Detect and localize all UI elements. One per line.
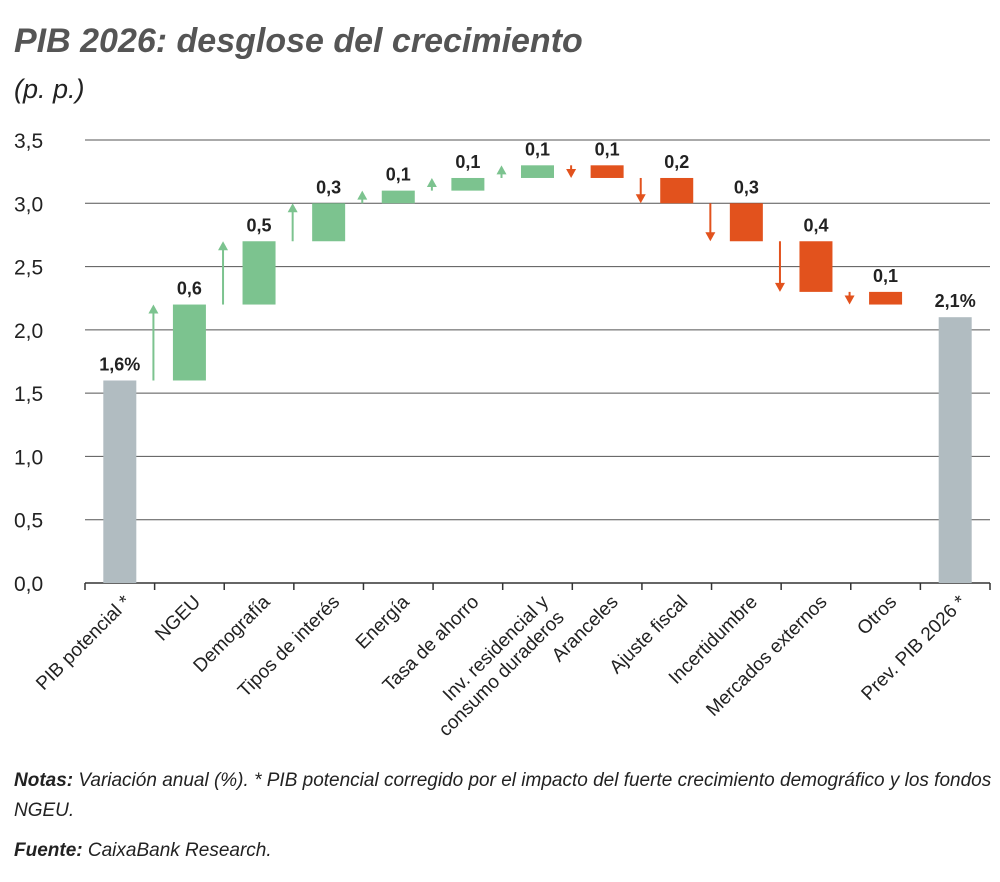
x-tick-label: Inv. residencial yconsumo duraderos	[419, 591, 569, 741]
y-tick-label: 2,0	[14, 320, 43, 343]
arrow	[357, 190, 368, 204]
value-label: 2,1%	[935, 291, 976, 311]
value-label: 0,2	[664, 152, 689, 172]
arrow-head	[635, 194, 646, 204]
notes-text: Variación anual (%). * PIB potencial cor…	[14, 770, 992, 821]
bar	[799, 241, 833, 292]
arrow-head	[426, 177, 437, 187]
chart: PIB 2026: desglose del crecimiento (p. p…	[14, 22, 991, 741]
source-label: Fuente:	[14, 840, 83, 861]
value-label: 1,6%	[99, 354, 140, 374]
bar	[869, 291, 903, 305]
source: Fuente: CaixaBank Research.	[14, 836, 994, 866]
arrow	[566, 165, 577, 178]
arrow-head	[774, 282, 785, 292]
source-text: CaixaBank Research.	[87, 840, 272, 861]
y-tick-label: 1,0	[14, 446, 43, 469]
x-tick-label: PIB potencial *	[32, 591, 135, 694]
y-tick-label: 1,5	[14, 383, 43, 406]
notes-label: Notas:	[14, 770, 74, 791]
arrow-head	[148, 304, 159, 314]
bar	[242, 241, 276, 305]
arrow	[426, 177, 437, 191]
bar	[451, 177, 485, 191]
bar	[938, 317, 972, 583]
arrow	[218, 241, 229, 305]
chart-title: PIB 2026: desglose del crecimiento	[14, 22, 583, 60]
bar	[103, 380, 137, 583]
bar	[590, 165, 624, 178]
bar	[172, 304, 206, 381]
bar	[660, 177, 694, 204]
bar	[521, 165, 554, 178]
y-tick-label: 2,5	[14, 257, 43, 280]
value-label: 0,6	[177, 279, 202, 299]
y-tick-label: 0,0	[14, 573, 43, 596]
notes: Notas: Variación anual (%). * PIB potenc…	[14, 766, 994, 826]
arrow-head	[496, 165, 507, 175]
value-label: 0,3	[734, 177, 759, 197]
arrow-head	[705, 232, 716, 242]
value-label: 0,4	[803, 215, 828, 235]
arrow	[774, 241, 785, 292]
y-tick-label: 0,5	[14, 510, 43, 533]
arrow	[287, 203, 298, 242]
bar	[312, 203, 346, 242]
bar	[729, 203, 763, 242]
arrow	[148, 304, 159, 381]
x-tick-label: NGEU	[151, 592, 205, 646]
arrow	[496, 165, 507, 178]
value-label: 0,5	[247, 215, 272, 235]
bar	[381, 190, 415, 204]
arrow-head	[218, 241, 229, 251]
value-label: 0,1	[873, 266, 898, 286]
x-tick-label: Otros	[853, 592, 901, 640]
value-label: 0,1	[455, 152, 480, 172]
y-tick-label: 3,5	[14, 130, 43, 153]
arrow	[844, 291, 855, 305]
arrow-head	[287, 203, 298, 213]
arrow-head	[357, 190, 368, 200]
arrow-head	[566, 168, 577, 178]
chart-subtitle: (p. p.)	[14, 74, 85, 104]
y-tick-label: 3,0	[14, 193, 43, 216]
value-label: 0,3	[316, 177, 341, 197]
arrow	[635, 177, 646, 204]
arrow-head	[844, 295, 855, 305]
x-tick-label: Energía	[352, 591, 414, 653]
value-label: 0,1	[386, 165, 411, 185]
arrow	[705, 203, 716, 242]
value-label: 0,1	[525, 139, 550, 159]
x-tick-label: Mercados externos	[702, 592, 831, 721]
value-label: 0,1	[595, 139, 620, 159]
